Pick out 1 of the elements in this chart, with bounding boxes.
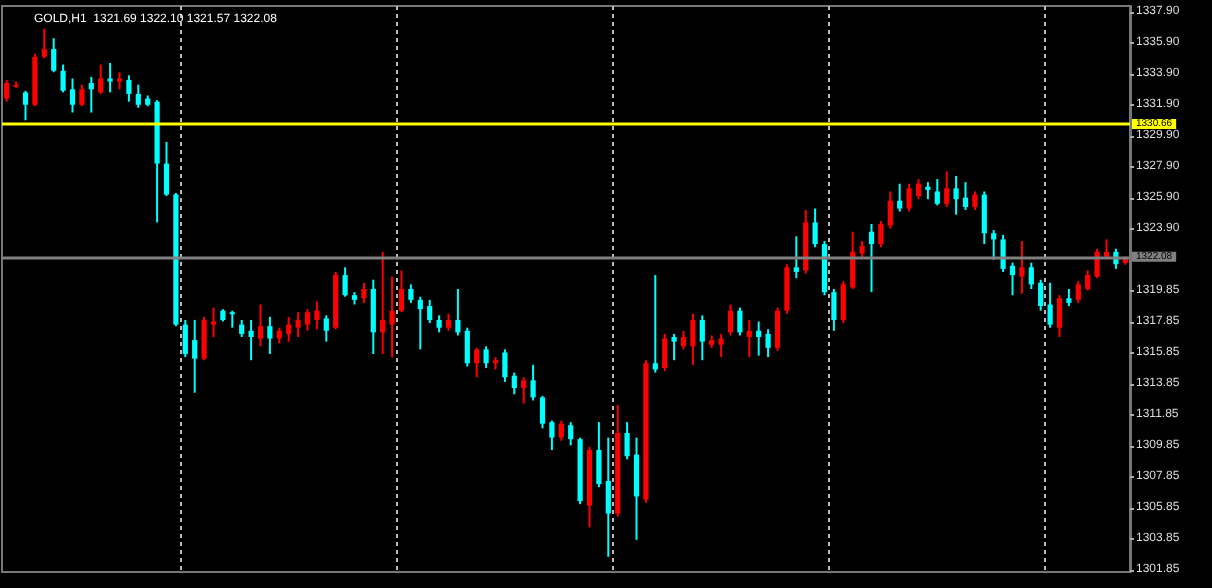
candlestick: [652, 275, 658, 373]
